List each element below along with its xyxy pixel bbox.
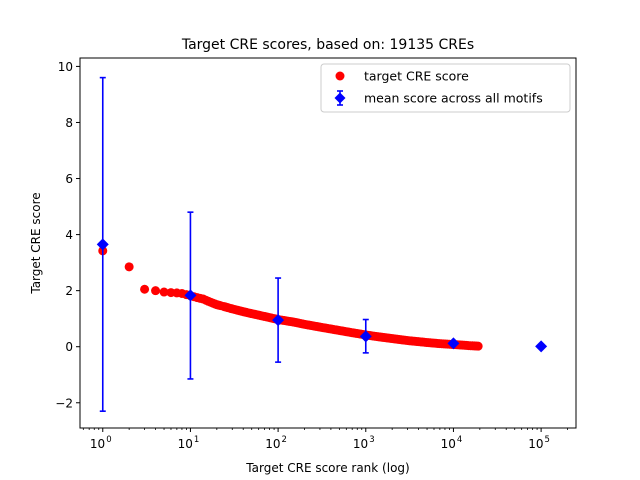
- x-axis-label: Target CRE score rank (log): [245, 461, 409, 475]
- legend-entry-mean-score: mean score across all motifs: [334, 90, 543, 106]
- mean-score-marker: [359, 330, 372, 343]
- legend-marker-circle: [335, 71, 345, 81]
- legend-entry-target-cre-score: target CRE score: [335, 69, 469, 84]
- y-tick-label: 0: [65, 340, 73, 354]
- y-tick-label: 4: [65, 228, 73, 242]
- legend-label: target CRE score: [364, 69, 469, 84]
- y-tick-label: 10: [58, 60, 73, 74]
- y-tick-label: −2: [55, 396, 73, 410]
- y-axis-label: Target CRE score: [29, 192, 43, 294]
- target-cre-score-series: [98, 246, 483, 351]
- x-tick-label-exponent: 1: [194, 435, 199, 445]
- legend: target CRE score mean score across all mo…: [320, 63, 571, 113]
- target-cre-score-point: [140, 284, 150, 294]
- mean-score-marker: [535, 340, 548, 353]
- target-cre-score-point: [159, 287, 169, 297]
- y-tick-label: 6: [65, 172, 73, 186]
- x-tick-label-exponent: 5: [545, 435, 550, 445]
- mean-score-series: [96, 76, 548, 412]
- x-tick-label-exponent: 4: [457, 435, 462, 445]
- x-tick-label-exponent: 0: [106, 435, 111, 445]
- mean-score-marker: [447, 337, 460, 350]
- axes-frame: [79, 57, 577, 429]
- x-tick-label-exponent: 3: [369, 435, 374, 445]
- y-tick-label: 8: [65, 116, 73, 130]
- chart-title: Target CRE scores, based on: 19135 CREs: [181, 37, 474, 53]
- x-tick-label-exponent: 2: [282, 435, 287, 445]
- target-cre-score-point: [124, 262, 134, 272]
- target-cre-score-point: [473, 341, 483, 351]
- mean-score-marker: [96, 238, 109, 251]
- mean-score-marker: [184, 289, 197, 302]
- legend-marker-diamond: [334, 92, 346, 104]
- mean-score-marker: [272, 314, 285, 327]
- plot-content: [96, 76, 548, 412]
- y-tick-label: 2: [65, 284, 73, 298]
- legend-box: [320, 63, 571, 113]
- legend-label: mean score across all motifs: [364, 91, 543, 106]
- target-cre-score-point: [151, 286, 161, 296]
